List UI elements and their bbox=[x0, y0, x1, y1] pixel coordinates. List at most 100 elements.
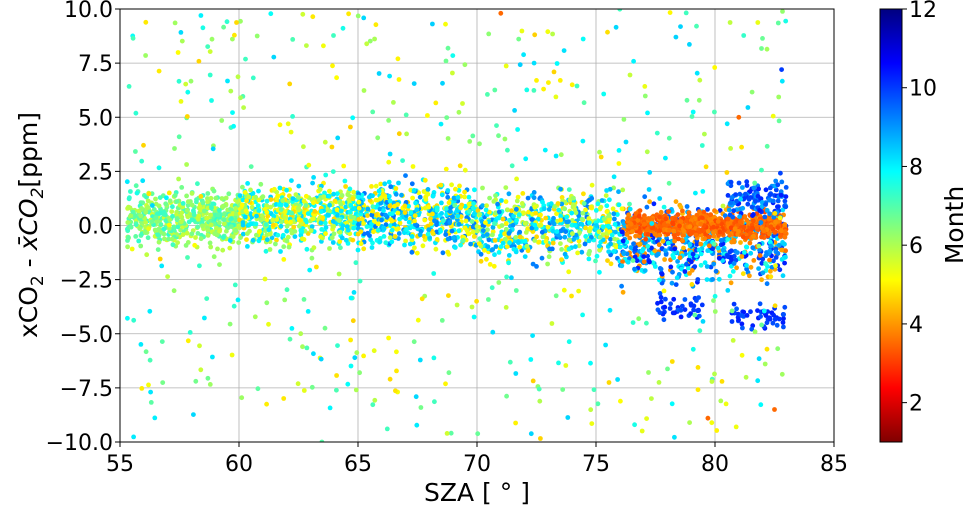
data-point bbox=[616, 161, 622, 166]
data-point bbox=[458, 205, 464, 211]
data-point bbox=[692, 264, 698, 269]
data-point bbox=[690, 346, 696, 352]
data-point bbox=[598, 204, 604, 210]
data-point bbox=[263, 222, 269, 227]
data-point bbox=[699, 215, 705, 221]
data-point bbox=[645, 243, 651, 249]
data-point bbox=[303, 193, 309, 199]
data-point bbox=[285, 234, 291, 240]
data-point bbox=[764, 208, 770, 213]
data-point bbox=[264, 401, 269, 407]
data-point bbox=[731, 301, 737, 307]
data-point bbox=[249, 204, 255, 210]
data-point bbox=[346, 11, 351, 17]
data-point bbox=[641, 254, 647, 259]
data-point bbox=[438, 121, 444, 127]
data-point bbox=[767, 316, 773, 322]
data-point bbox=[143, 53, 149, 58]
data-point bbox=[229, 352, 235, 358]
data-point bbox=[603, 342, 608, 348]
data-point bbox=[386, 335, 391, 341]
data-point bbox=[576, 288, 581, 294]
data-point bbox=[657, 214, 662, 220]
data-point bbox=[130, 35, 136, 41]
data-point bbox=[290, 114, 295, 119]
data-point bbox=[575, 250, 580, 256]
data-point bbox=[386, 193, 392, 199]
y-tick-label: −2.5 bbox=[60, 269, 113, 294]
data-point bbox=[594, 223, 599, 228]
data-point bbox=[455, 195, 461, 200]
data-point bbox=[693, 232, 699, 238]
data-point bbox=[566, 339, 572, 345]
data-point bbox=[166, 226, 172, 231]
data-point bbox=[208, 222, 214, 228]
data-point bbox=[353, 260, 359, 266]
data-point bbox=[731, 239, 737, 245]
data-point bbox=[407, 241, 413, 247]
data-point bbox=[559, 257, 564, 262]
data-point bbox=[443, 381, 448, 387]
data-point bbox=[171, 288, 177, 294]
data-point bbox=[180, 201, 186, 206]
data-point bbox=[475, 431, 481, 437]
data-point bbox=[311, 351, 316, 357]
data-point bbox=[155, 232, 161, 238]
data-point bbox=[769, 265, 775, 270]
data-point bbox=[208, 244, 214, 250]
data-point bbox=[597, 247, 602, 253]
data-point bbox=[462, 189, 467, 195]
data-point bbox=[682, 269, 688, 274]
data-point bbox=[347, 186, 353, 192]
data-point bbox=[283, 202, 289, 208]
data-point bbox=[749, 204, 755, 210]
data-point bbox=[304, 43, 309, 48]
data-point bbox=[532, 222, 538, 228]
data-point bbox=[320, 215, 326, 221]
data-point bbox=[744, 183, 750, 188]
data-point bbox=[439, 318, 445, 323]
data-point bbox=[554, 61, 560, 66]
data-point bbox=[781, 324, 786, 330]
data-point bbox=[146, 191, 152, 197]
data-point bbox=[662, 304, 668, 310]
data-point bbox=[588, 407, 594, 413]
data-point bbox=[661, 288, 667, 294]
data-point bbox=[736, 229, 741, 234]
data-point bbox=[244, 198, 250, 204]
data-point bbox=[757, 247, 762, 253]
data-point bbox=[630, 320, 636, 325]
y-tick-label: 0.0 bbox=[78, 215, 113, 240]
data-point bbox=[678, 204, 684, 210]
data-point bbox=[709, 420, 715, 426]
data-point bbox=[546, 80, 551, 85]
data-point bbox=[131, 434, 137, 440]
data-point bbox=[432, 399, 437, 405]
data-point bbox=[657, 291, 663, 296]
data-point bbox=[783, 185, 789, 190]
data-point bbox=[148, 389, 154, 395]
data-point bbox=[534, 78, 539, 83]
data-point bbox=[179, 210, 185, 216]
data-point bbox=[570, 202, 576, 208]
data-point bbox=[776, 118, 782, 124]
data-point bbox=[304, 246, 310, 252]
data-point bbox=[533, 210, 539, 216]
data-point bbox=[232, 282, 238, 288]
data-point bbox=[551, 215, 556, 221]
data-point bbox=[341, 163, 347, 169]
data-point bbox=[550, 31, 555, 37]
data-point bbox=[513, 371, 519, 376]
data-point bbox=[676, 236, 681, 242]
data-point bbox=[637, 241, 643, 247]
data-point bbox=[755, 378, 761, 384]
data-point bbox=[775, 204, 780, 210]
data-point bbox=[499, 223, 505, 228]
data-point bbox=[580, 312, 585, 318]
data-point bbox=[439, 211, 444, 216]
data-point bbox=[184, 114, 190, 119]
data-point bbox=[506, 234, 512, 240]
data-point bbox=[443, 21, 448, 27]
data-point bbox=[338, 245, 343, 251]
data-point bbox=[772, 316, 778, 322]
